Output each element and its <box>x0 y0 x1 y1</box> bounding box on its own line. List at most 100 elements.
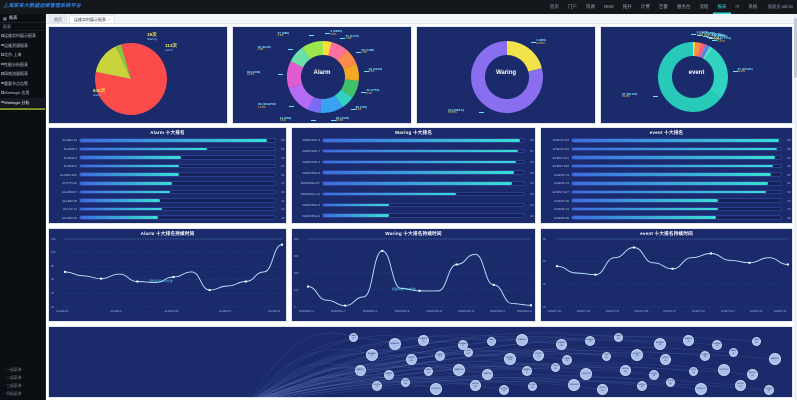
close-icon[interactable]: × <box>108 17 111 22</box>
sidebar-item-4[interactable]: 网络流量报表 <box>0 69 45 79</box>
network-node[interactable]: WARN-2 <box>355 365 366 376</box>
bar-value: 94 <box>787 181 791 186</box>
top-nav-item-7[interactable]: 服务台 <box>676 4 691 9</box>
sidebar-item-0[interactable]: 运维实时展示报表 <box>0 31 45 41</box>
user-label[interactable]: 管理员:admin <box>767 4 793 9</box>
network-node[interactable]: NODE-52 <box>666 378 675 387</box>
sidebar-item-7[interactable]: Weblogic 分析 <box>0 97 45 107</box>
top-nav-item-6[interactable]: 告警 <box>658 4 668 9</box>
network-node[interactable]: WARN-5 <box>482 369 493 380</box>
network-node[interactable]: NODE-14 <box>735 380 746 391</box>
network-node[interactable]: WARN-9 <box>522 366 532 376</box>
top-nav-item-11[interactable]: 系统 <box>748 4 758 9</box>
network-node[interactable]: ALARM-12 <box>585 336 595 346</box>
main-scrollbar-thumb[interactable] <box>794 18 797 78</box>
network-node[interactable]: ALARM-11 <box>683 335 694 346</box>
top-nav-item-8[interactable]: 流程 <box>699 4 709 9</box>
network-node[interactable]: EVENT-73 <box>533 350 544 361</box>
top-nav-item-4[interactable]: 拓扑 <box>622 4 632 9</box>
network-center-node[interactable]: 核心 <box>243 397 255 398</box>
network-node[interactable]: WARN-12 <box>453 364 465 376</box>
network-node[interactable]: NODE-48 <box>528 382 537 391</box>
y-tick-label: 300 <box>294 254 299 258</box>
network-node[interactable]: NODE-18 <box>649 370 659 380</box>
tab-0[interactable]: 首页 <box>49 15 67 23</box>
network-node[interactable]: WARN-3 <box>729 348 738 357</box>
network-node[interactable]: NODE-70 <box>695 383 707 395</box>
bar-label: EVENT-26 <box>554 198 569 203</box>
network-node[interactable]: EVENT-114 <box>435 351 445 361</box>
network-node[interactable]: NODE-77 <box>372 381 382 391</box>
top-bar: 上海某某大数据运维管理系统平台 首页 门户 资源 NMS 拓扑 计费 告警 服务台 流程 报表 IT… <box>0 0 797 14</box>
network-node[interactable]: WARN-07 <box>424 367 433 376</box>
network-node[interactable]: ALARM-07 <box>614 333 623 342</box>
top-nav-item-5[interactable]: 计费 <box>640 4 650 9</box>
network-node[interactable]: NODE-37 <box>637 381 647 391</box>
network-node[interactable]: NODE-83 <box>568 379 580 391</box>
network-node[interactable]: NODE-41 <box>747 369 758 380</box>
network-node[interactable]: ALARM-7 <box>389 338 401 350</box>
network-node[interactable]: ALARM-78 <box>654 338 666 350</box>
network-node[interactable]: NODE-93 <box>764 385 774 395</box>
network-node[interactable]: ALARM-5 <box>516 334 528 346</box>
bar-label: EVENT-88 <box>554 215 569 220</box>
top-nav-item-0[interactable]: 首页 <box>549 4 559 9</box>
network-node[interactable]: NODE-19 <box>430 383 442 395</box>
top-nav-item-10[interactable]: IT <box>735 4 740 9</box>
sidebar-footer-item-1[interactable]: · 二级菜单 <box>4 376 22 380</box>
network-node[interactable]: EVENT-113 <box>406 354 417 365</box>
top-nav-item-9[interactable]: 报表 <box>713 0 731 14</box>
top-nav-item-1[interactable]: 门户 <box>567 4 577 9</box>
network-node[interactable]: EVENT-017 <box>602 352 611 361</box>
network-node[interactable]: NODE-55 <box>580 368 592 380</box>
network-node[interactable]: NODE-05 <box>499 385 509 395</box>
bar-value: 52 <box>281 155 285 160</box>
dashboard-board: 19次 Waring 113次 event 630次 Alarm Alarm 5… <box>46 24 797 400</box>
network-node[interactable]: EVENT-26 <box>631 349 643 361</box>
sidebar-item-label: 北京-上海 <box>4 52 22 57</box>
network-node[interactable]: EVENT-14 <box>562 355 572 365</box>
sidebar-footer-item-3[interactable]: · 四级菜单 <box>4 392 22 396</box>
network-node[interactable]: NODE-08 <box>401 378 410 387</box>
bar-row: EVENT-198 96 <box>541 163 792 172</box>
network-node[interactable]: EVENT-071 <box>464 348 473 357</box>
network-node[interactable]: EVENT-88 <box>700 351 710 361</box>
network-edge <box>257 336 492 397</box>
top-nav[interactable]: 首页 门户 资源 NMS 拓扑 计费 告警 服务台 流程 报表 IT 系统 管理员:admin <box>545 0 795 14</box>
network-node[interactable]: NODE-24 <box>689 367 698 376</box>
bar-row: EVENT-113 99 <box>541 137 792 146</box>
network-node[interactable]: ALARM-61 <box>366 349 378 361</box>
network-node[interactable]: WARN-8 <box>384 370 394 380</box>
sidebar-item-2[interactable]: 北京-上海 <box>0 50 45 60</box>
network-node[interactable]: NODE-31 <box>551 363 560 372</box>
sidebar-footer-item-0[interactable]: · 一级菜单 <box>4 368 22 372</box>
network-node[interactable]: ALARM-22 <box>349 333 358 342</box>
bar-value: 42 <box>281 207 285 212</box>
top-nav-item-3[interactable]: NMS <box>603 4 614 9</box>
network-node[interactable]: NODE-90 <box>718 364 730 376</box>
network-node[interactable]: ALARM-102 <box>556 339 567 350</box>
bar-value: 41 <box>281 198 285 203</box>
network-node[interactable]: EVENT-43 <box>660 354 671 365</box>
network-node[interactable]: NODE-62 <box>620 365 631 376</box>
sidebar-item-6[interactable]: Weblogic 应用 <box>0 88 45 98</box>
network-node[interactable]: NODE-29 <box>597 384 608 395</box>
network-node[interactable]: EVENT-198 <box>504 353 516 365</box>
main-scrollbar[interactable] <box>794 14 797 400</box>
sidebar-item-5[interactable]: 重要节点告警 <box>0 79 45 89</box>
network-node[interactable]: ALARM-11 <box>418 335 429 346</box>
network-node[interactable]: WARN-7 <box>769 353 781 365</box>
sidebar-item-3[interactable]: 性能分析报表 <box>0 60 45 70</box>
network-node[interactable]: ALARM-45 <box>752 337 761 346</box>
top-nav-item-2[interactable]: 资源 <box>585 4 595 9</box>
sidebar-item-1[interactable]: 运维资源报表 <box>0 41 45 51</box>
tab-strip[interactable]: 首页 运维实时展示报表 × <box>46 14 797 24</box>
sidebar-subheader[interactable]: 报表 <box>0 23 45 31</box>
network-node[interactable]: ALARM-3 <box>458 340 468 350</box>
slice-6 <box>320 95 343 113</box>
network-node[interactable]: ALARM-79 <box>712 340 722 350</box>
sidebar-footer-item-2[interactable]: · 三级菜单 <box>4 384 22 388</box>
network-node[interactable]: ALARM-9 <box>487 337 496 346</box>
tab-1[interactable]: 运维实时展示报表 × <box>69 15 116 23</box>
network-node[interactable]: NODE-66 <box>470 380 481 391</box>
